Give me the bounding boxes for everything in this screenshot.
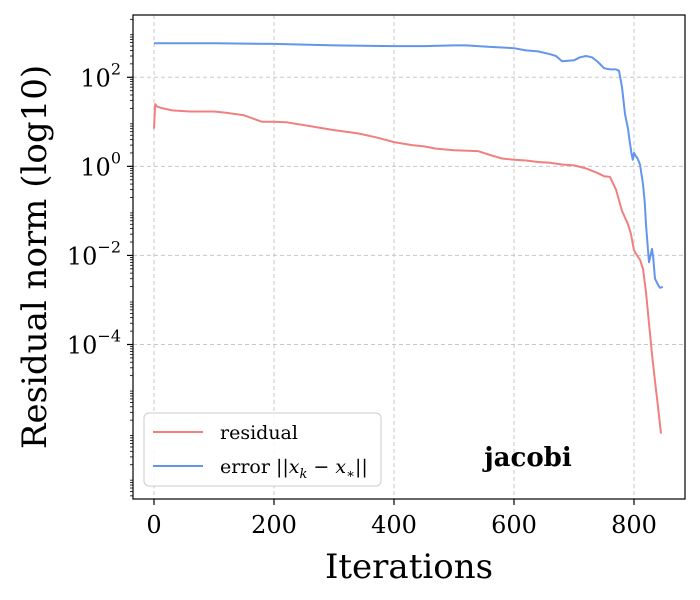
x-tick-label: 800 [611, 511, 657, 539]
y-tick-label: 10−4 [67, 327, 121, 360]
y-tick-label: 102 [80, 59, 121, 92]
legend-label-residual: residual [220, 422, 298, 444]
x-tick-label: 200 [251, 511, 297, 539]
legend: residual error ||xk − x∗|| [144, 413, 381, 486]
series-lines [154, 43, 663, 433]
x-axis-label: Iterations [325, 547, 493, 587]
x-tick-label: 600 [491, 511, 537, 539]
series-residual-line [154, 104, 661, 434]
x-tick-label: 0 [146, 511, 161, 539]
y-tick-label: 100 [80, 148, 121, 181]
y-tick-label: 10−2 [67, 237, 121, 270]
y-axis-label: Residual norm (log10) [15, 65, 55, 449]
x-tick-label: 400 [371, 511, 417, 539]
series-error-line [154, 43, 663, 287]
solver-annotation: jacobi [482, 443, 572, 473]
